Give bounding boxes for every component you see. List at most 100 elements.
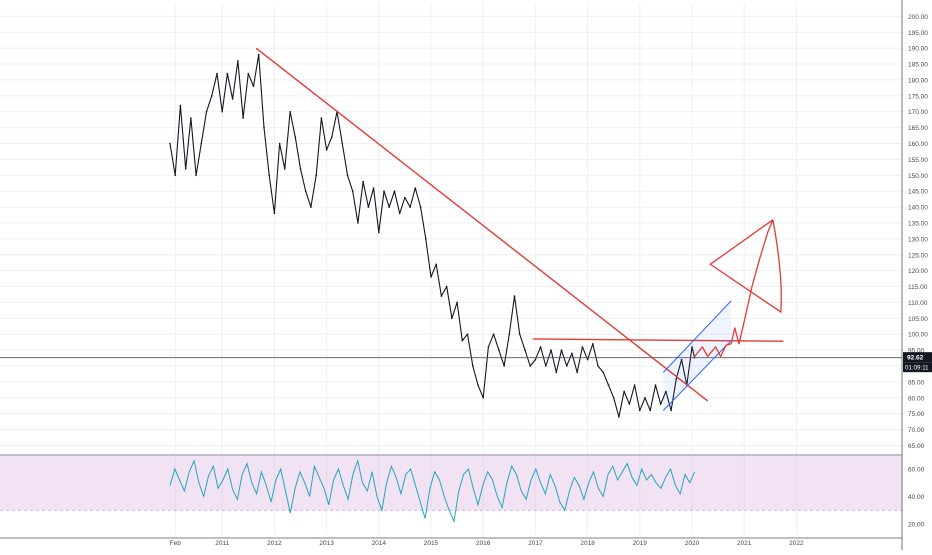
- price-point: [362, 180, 364, 183]
- price-axis-tick: 160.00: [908, 141, 928, 148]
- price-point: [623, 390, 625, 393]
- price-point: [565, 365, 568, 367]
- drawing-annotations[interactable]: [0, 47, 902, 411]
- price-axis-tick: 170.00: [908, 109, 928, 116]
- time-axis-tick: 2018: [580, 540, 595, 547]
- price-point: [597, 365, 599, 367]
- price-tag-value: 92.62: [907, 355, 924, 362]
- price-point: [205, 110, 208, 113]
- price-axis-tick: 105.00: [908, 316, 928, 323]
- price-point: [466, 333, 469, 336]
- price-axis-tick: 125.00: [908, 252, 928, 259]
- price-point: [252, 85, 255, 88]
- price-axis-tick: 200.00: [908, 14, 928, 21]
- channel-lower-line[interactable]: [662, 340, 732, 411]
- price-point: [628, 403, 631, 405]
- price-point: [242, 117, 244, 119]
- price-point: [195, 174, 197, 177]
- price-point: [351, 190, 354, 192]
- price-axis-tick: 175.00: [908, 93, 928, 100]
- price-line: [169, 53, 696, 418]
- rsi-axis-tick: 60.00: [908, 467, 925, 474]
- price-point: [555, 371, 558, 374]
- price-point: [346, 174, 349, 177]
- price-point: [216, 72, 218, 75]
- price-point: [320, 117, 323, 119]
- price-point: [169, 142, 171, 145]
- axes: 65.0070.0075.0080.0085.0090.0095.00100.0…: [170, 0, 928, 550]
- price-tag-box: [903, 352, 932, 363]
- price-point: [325, 149, 328, 151]
- price-point: [341, 142, 344, 145]
- price-point: [310, 206, 312, 208]
- price-point: [503, 365, 505, 367]
- price-point: [398, 212, 401, 215]
- rsi-line: [169, 458, 696, 524]
- price-point: [299, 168, 302, 170]
- resistance-line[interactable]: [532, 338, 784, 342]
- price-point: [456, 301, 458, 304]
- time-axis-tick: 2020: [685, 540, 700, 547]
- price-point: [586, 358, 589, 361]
- price-point: [477, 384, 479, 386]
- time-axis-tick: 2019: [633, 540, 648, 547]
- rsi-pane: [0, 454, 902, 539]
- time-axis-tick: 2016: [476, 540, 491, 547]
- price-point: [263, 126, 265, 129]
- price-point: [221, 110, 223, 113]
- price-point: [231, 98, 234, 100]
- price-point: [665, 390, 667, 393]
- price-point: [508, 333, 511, 336]
- time-axis-tick: 2022: [789, 540, 804, 547]
- target-triangle[interactable]: [709, 219, 782, 314]
- price-series: [169, 53, 696, 418]
- projection-path[interactable]: [694, 219, 774, 358]
- price-point: [247, 72, 250, 75]
- descending-trendline[interactable]: [255, 47, 709, 402]
- price-axis-tick: 135.00: [908, 220, 928, 227]
- price-point: [367, 206, 370, 208]
- price-point: [513, 295, 516, 297]
- price-point: [675, 377, 678, 380]
- price-point: [304, 190, 307, 192]
- price-point: [618, 416, 620, 418]
- price-point: [680, 358, 683, 361]
- price-point: [226, 72, 229, 75]
- price-point: [388, 206, 391, 208]
- countdown-tag-box: [903, 362, 932, 373]
- price-point: [425, 238, 427, 240]
- time-axis-tick: Feb: [170, 540, 182, 547]
- price-point: [487, 346, 490, 348]
- rsi-axis-tick: 20.00: [908, 522, 925, 529]
- price-point: [383, 190, 385, 192]
- time-axis-tick: 2013: [319, 540, 334, 547]
- price-axis-tick: 185.00: [908, 62, 928, 69]
- rsi-band: [0, 455, 902, 511]
- price-point: [378, 231, 380, 234]
- price-point: [639, 409, 641, 412]
- price-axis-tick: 120.00: [908, 268, 928, 275]
- price-point: [592, 343, 594, 345]
- price-point: [419, 206, 422, 208]
- time-axis-tick: 2017: [528, 540, 543, 547]
- price-axis-tick: 150.00: [908, 173, 928, 180]
- price-axis-tick: 110.00: [908, 300, 928, 307]
- rsi-axis-tick: 40.00: [908, 494, 925, 501]
- price-point: [273, 212, 276, 215]
- price-point: [357, 222, 359, 224]
- price-point: [492, 333, 495, 336]
- price-point: [644, 397, 646, 399]
- time-axis-tick: 2011: [215, 540, 229, 547]
- price-point: [179, 104, 182, 107]
- price-point: [529, 365, 531, 367]
- price-point: [414, 187, 417, 189]
- channel-upper-line[interactable]: [662, 300, 732, 373]
- price-axis-tick: 140.00: [908, 205, 928, 212]
- time-axis-tick: 2014: [372, 540, 387, 547]
- price-point: [518, 333, 521, 336]
- price-point: [451, 317, 453, 320]
- price-point: [539, 346, 542, 348]
- price-point: [659, 403, 662, 405]
